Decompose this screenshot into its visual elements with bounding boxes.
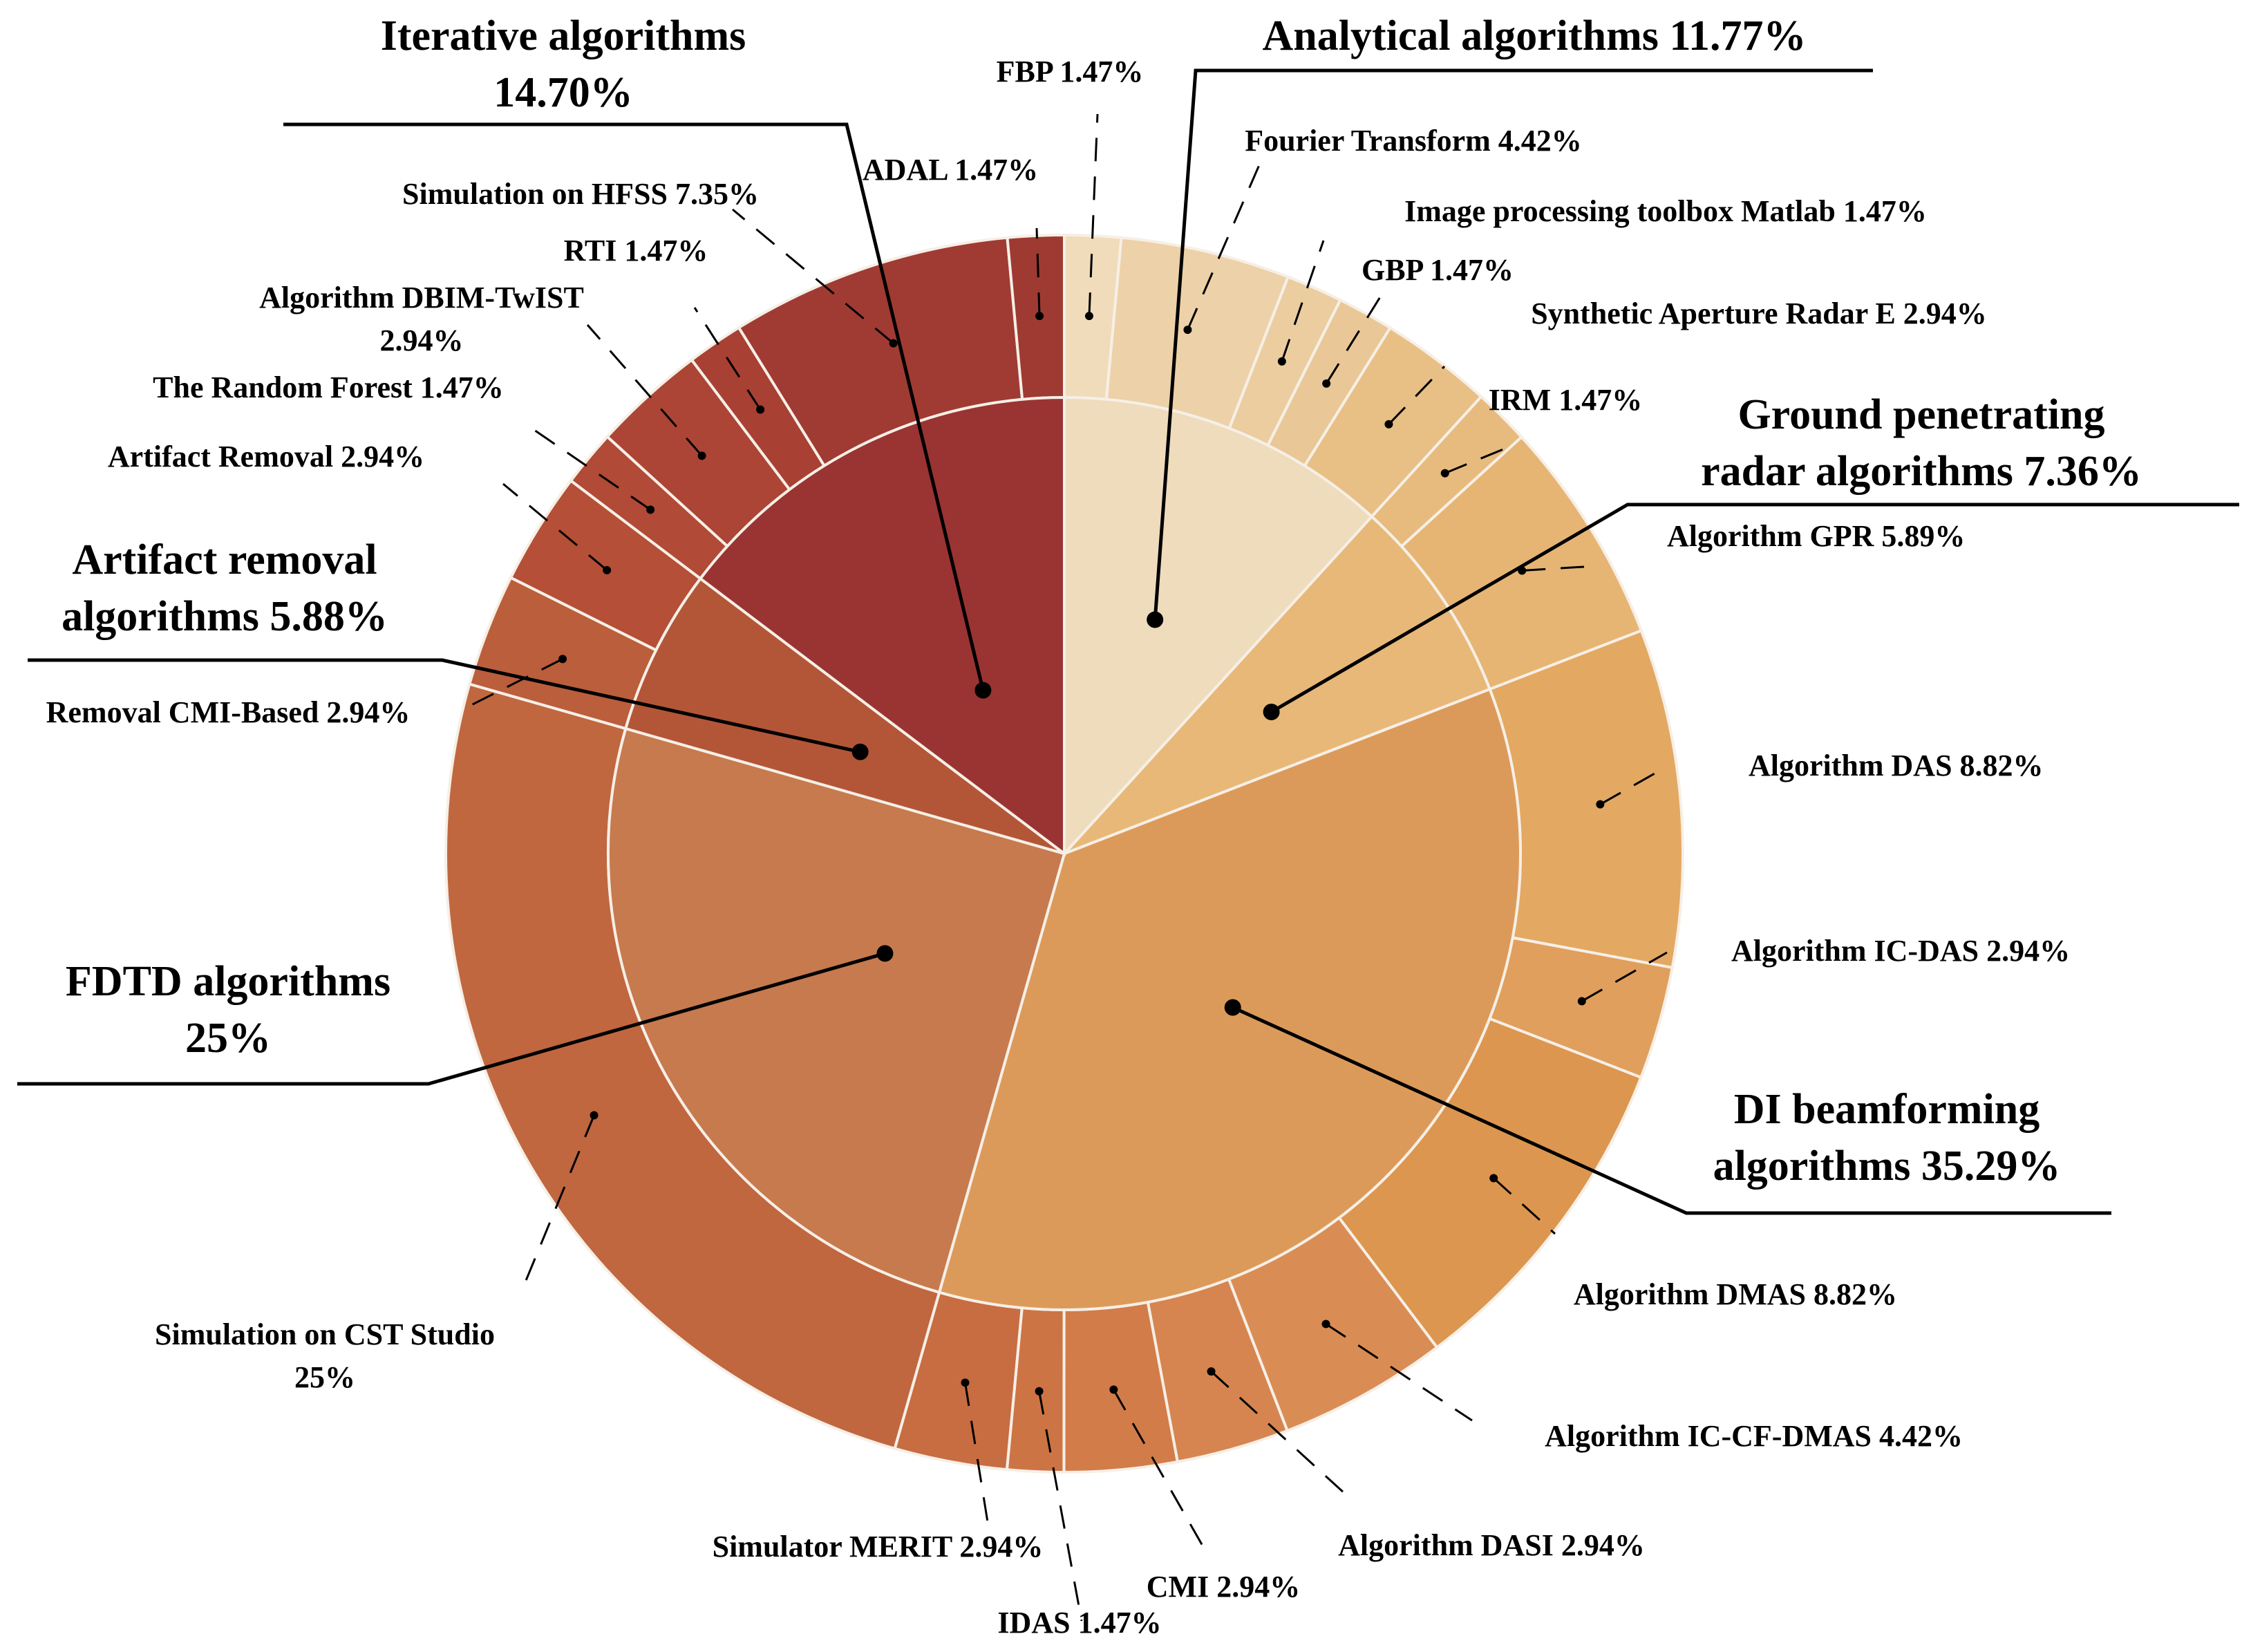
marker-algorithm-ic-das <box>1577 997 1586 1006</box>
leader-artifact-removal <box>502 482 608 571</box>
marker-algorithm-ic-cf-dmas <box>1321 1320 1330 1329</box>
label-cmi: CMI 2.94% <box>1147 1570 1300 1604</box>
leader-synthetic-aperture-radar-e <box>1388 365 1446 425</box>
leader-algorithm-gpr <box>1522 565 1585 572</box>
marker-algorithm-das <box>1596 800 1605 809</box>
inner-slice-di-beamforming-algorithms <box>937 687 1522 1311</box>
outer-ring <box>444 233 1684 1474</box>
marker-gbp <box>1322 379 1331 388</box>
leader-fourier-transform <box>1187 155 1265 330</box>
marker-algorithm-dmas <box>1489 1174 1498 1183</box>
marker-fourier-transform <box>1183 326 1192 335</box>
marker-idas <box>1035 1387 1044 1396</box>
label-adal: ADAL 1.47% <box>863 153 1038 187</box>
marker-synthetic-aperture-radar-e <box>1384 420 1393 429</box>
leader-algorithm-dbim-twist <box>586 324 703 457</box>
marker-irm <box>1440 469 1449 478</box>
leader-algorithm-dasi <box>1210 1370 1346 1494</box>
label-gbp: GBP 1.47% <box>1362 253 1514 287</box>
leader-fbp <box>1088 113 1099 317</box>
marker-ground-penetrating-radar-algorithms <box>1263 704 1280 721</box>
leader-analytical-algorithms <box>1153 68 1873 620</box>
marker-analytical-algorithms <box>1147 611 1164 628</box>
label-algorithm-gpr: Algorithm GPR 5.89% <box>1667 519 1965 553</box>
inner-slice-fdtd-algorithms <box>607 726 1066 1295</box>
marker-di-beamforming-algorithms <box>1224 999 1241 1016</box>
label-synthetic-aperture-radar-e: Synthetic Aperture Radar E 2.94% <box>1531 297 1987 330</box>
label-simulation-on-cst-studio: Simulation on CST Studio 25% <box>155 1317 495 1394</box>
label-algorithm-dmas: Algorithm DMAS 8.82% <box>1574 1277 1897 1311</box>
labels: Analytical algorithms 11.77% Ground penet… <box>46 12 2142 1640</box>
marker-removal-cmi-based <box>558 655 567 664</box>
marker-simulator-merit <box>961 1378 970 1387</box>
leader-image-processing-toolbox-matlab <box>1281 240 1325 362</box>
label-algorithm-dbim-twist: Algorithm DBIM-TwIST 2.94% <box>259 281 584 357</box>
label-algorithm-ic-cf-dmas: Algorithm IC-CF-DMAS 4.42% <box>1545 1419 1963 1453</box>
label-the-random-forest: The Random Forest 1.47% <box>153 370 504 404</box>
leader-simulation-on-hfss <box>732 208 894 344</box>
marker-algorithm-dasi <box>1207 1367 1216 1376</box>
label-fourier-transform: Fourier Transform 4.42% <box>1245 124 1582 158</box>
leader-idas <box>1038 1391 1083 1622</box>
marker-iterative-algorithms <box>974 682 992 699</box>
label-algorithm-dasi: Algorithm DASI 2.94% <box>1338 1528 1645 1562</box>
marker-fdtd-algorithms <box>876 945 894 962</box>
label-iterative-algorithms: Iterative algorithms 14.70% <box>381 12 746 116</box>
label-artifact-removal-algorithms: Artifact removal algorithms 5.88% <box>62 536 388 640</box>
inner-slice-iterative-algorithms <box>698 395 1066 857</box>
leader-algorithm-ic-cf-dmas <box>1325 1323 1473 1422</box>
leader-algorithm-dmas <box>1493 1177 1556 1235</box>
leader-algorithm-das <box>1599 766 1666 805</box>
leader-iterative-algorithms <box>283 122 985 691</box>
leader-the-random-forest <box>531 427 651 511</box>
inner-slice-artifact-removal-algorithms <box>623 576 1066 855</box>
leader-cmi <box>1113 1389 1207 1552</box>
label-algorithm-ic-das: Algorithm IC-DAS 2.94% <box>1731 934 2070 968</box>
label-fbp: FBP 1.47% <box>997 55 1144 88</box>
marker-adal <box>1035 312 1044 321</box>
marker-algorithm-dbim-twist <box>697 451 706 460</box>
marker-image-processing-toolbox-matlab <box>1277 357 1286 366</box>
leader-irm <box>1444 448 1504 474</box>
marker-artifact-removal-algorithms <box>851 743 869 760</box>
leader-rti <box>693 307 762 411</box>
marker-cmi <box>1109 1385 1118 1394</box>
leader-adal <box>1035 227 1041 317</box>
leader-gbp <box>1325 290 1386 384</box>
leader-simulation-on-cst-studio <box>524 1114 595 1283</box>
label-di-beamforming-algorithms: DI beamforming algorithms 35.29% <box>1713 1086 2061 1190</box>
marker-fbp <box>1084 312 1093 321</box>
marker-simulation-on-hfss <box>889 339 898 348</box>
leader-lines <box>17 68 2239 1622</box>
marker-artifact-removal <box>603 565 612 574</box>
marker-the-random-forest <box>646 505 655 514</box>
label-irm: IRM 1.47% <box>1489 383 1642 417</box>
label-analytical-algorithms: Analytical algorithms 11.77% <box>1262 12 1806 59</box>
inner-slice-analytical-algorithms <box>1063 395 1374 858</box>
marker-algorithm-gpr <box>1518 566 1527 575</box>
marker-rti <box>756 405 765 414</box>
leader-fdtd-algorithms <box>17 951 886 1086</box>
label-artifact-removal: Artifact Removal 2.94% <box>108 440 424 473</box>
label-removal-cmi-based: Removal CMI-Based 2.94% <box>46 695 411 729</box>
leader-removal-cmi-based <box>464 658 563 710</box>
marker-simulation-on-cst-studio <box>590 1111 599 1120</box>
leader-ground-penetrating-radar-algorithms <box>1270 503 2239 714</box>
leader-di-beamforming-algorithms <box>1232 1006 2111 1215</box>
outer-slice-algorithm-das <box>1488 628 1684 970</box>
label-image-processing-toolbox-matlab: Image processing toolbox Matlab 1.47% <box>1404 194 1927 228</box>
label-ground-penetrating-radar-algorithms: Ground penetrating radar algorithms 7.36% <box>1701 391 2142 495</box>
leader-artifact-removal-algorithms <box>28 658 861 754</box>
leader-simulator-merit <box>964 1382 990 1527</box>
leader-algorithm-ic-das <box>1581 951 1668 1002</box>
label-algorithm-das: Algorithm DAS 8.82% <box>1749 749 2044 782</box>
label-simulation-on-hfss: Simulation on HFSS 7.35% <box>402 177 759 211</box>
label-fdtd-algorithms: FDTD algorithms 25% <box>66 958 390 1062</box>
label-idas: IDAS 1.47% <box>997 1606 1161 1640</box>
inner-ring <box>607 395 1522 1311</box>
inner-slice-ground-penetrating-radar-algorithms <box>1063 514 1492 855</box>
label-simulator-merit: Simulator MERIT 2.94% <box>713 1530 1044 1564</box>
label-rti: RTI 1.47% <box>564 234 708 267</box>
